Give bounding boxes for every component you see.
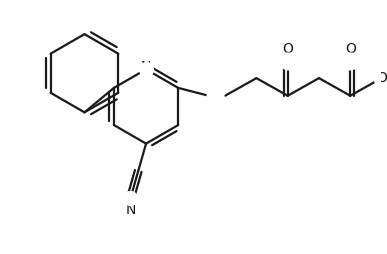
Text: O: O [376, 71, 387, 85]
Text: O: O [345, 42, 356, 56]
Text: S: S [211, 89, 220, 103]
Text: N: N [125, 203, 135, 217]
Text: N: N [141, 60, 151, 74]
Text: O: O [282, 42, 293, 56]
